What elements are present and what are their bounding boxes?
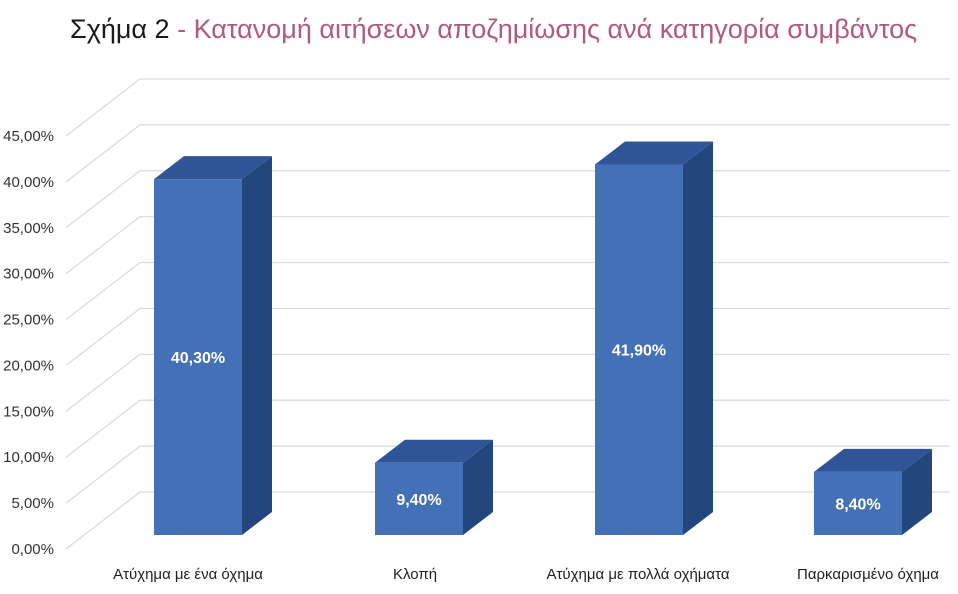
- bar-front-face: [595, 164, 683, 535]
- bar-side-face: [242, 156, 272, 535]
- bar-top-face: [154, 156, 272, 180]
- chart-title: Σχήμα 2 - Κατανομή αιτήσεων αποζημίωσης …: [70, 14, 917, 45]
- bar-front-face: [814, 471, 902, 535]
- bar-data-label: 8,40%: [835, 496, 880, 513]
- title-separator: -: [169, 14, 194, 44]
- y-tick-label: 40,00%: [3, 174, 54, 191]
- bar: 40,30%: [154, 156, 272, 535]
- y-tick-label: 10,00%: [3, 449, 54, 466]
- x-axis-labels: Ατύχημα με ένα όχημα Κλοπή Ατύχημα με πολλ…: [113, 566, 939, 583]
- bar-top-face: [814, 448, 932, 472]
- y-tick-label: 0,00%: [11, 541, 54, 558]
- gridline: [65, 78, 950, 137]
- y-tick-label: 15,00%: [3, 403, 54, 420]
- bar-side-face: [683, 141, 713, 535]
- y-tick-label: 25,00%: [3, 312, 54, 329]
- bar-top-face: [595, 141, 713, 165]
- x-category-label: Παρκαρισμένο όχημα: [797, 566, 939, 583]
- bar-data-label: 40,30%: [171, 350, 225, 367]
- y-tick-label: 45,00%: [3, 128, 54, 145]
- bar-data-label: 9,40%: [396, 492, 441, 509]
- bar-top-face: [375, 439, 493, 463]
- x-category-label: Κλοπή: [393, 566, 437, 583]
- chart-title-text: Κατανομή αιτήσεων αποζημίωσης ανά κατηγο…: [193, 14, 918, 44]
- gridline: [65, 124, 950, 183]
- bar-front-face: [375, 462, 463, 535]
- bar-side-face: [902, 448, 932, 535]
- bars: 40,30% 9,40% 41,90% 8,40%: [154, 141, 932, 535]
- y-axis-ticks: 0,00% 5,00% 10,00% 15,00% 20,00% 25,00% 30,00%…: [3, 128, 54, 558]
- figure-number: Σχήμα 2: [70, 14, 170, 44]
- bar-data-label: 41,90%: [612, 343, 666, 360]
- y-tick-label: 5,00%: [11, 495, 54, 512]
- bar: 8,40%: [814, 448, 932, 535]
- y-tick-label: 30,00%: [3, 266, 54, 283]
- bar: 41,90%: [595, 141, 713, 535]
- y-tick-label: 20,00%: [3, 357, 54, 374]
- bar-side-face: [463, 439, 493, 535]
- bar-front-face: [154, 179, 242, 535]
- bar: 9,40%: [375, 439, 493, 535]
- x-category-label: Ατύχημα με ένα όχημα: [113, 566, 263, 583]
- y-tick-label: 35,00%: [3, 220, 54, 237]
- x-category-label: Ατύχημα με πολλά οχήματα: [547, 566, 730, 583]
